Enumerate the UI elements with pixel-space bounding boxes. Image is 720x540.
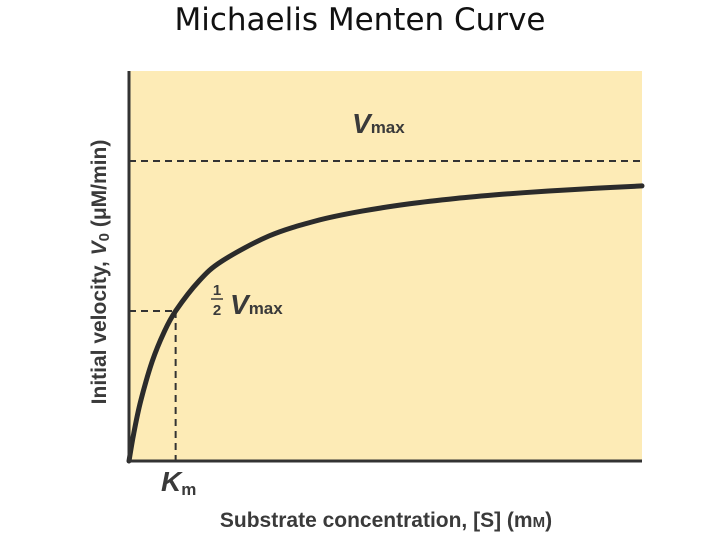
vmax-label: Vmax (352, 108, 405, 139)
half-fraction-denominator: 2 (213, 302, 221, 319)
y-axis-title: Initial velocity, V0 (μM/min) (88, 140, 113, 405)
michaelis-menten-curve (126, 183, 645, 464)
km-label: Km (161, 466, 196, 499)
half-vmax-label: 1 2 Vmax (211, 282, 283, 320)
slide-title: Michaelis Menten Curve (174, 2, 546, 38)
x-axis-title: Substrate concentration, [S] (mM) (220, 509, 552, 532)
half-fraction-numerator: 1 (213, 282, 221, 299)
half-vmax-text: Vmax (230, 289, 283, 320)
